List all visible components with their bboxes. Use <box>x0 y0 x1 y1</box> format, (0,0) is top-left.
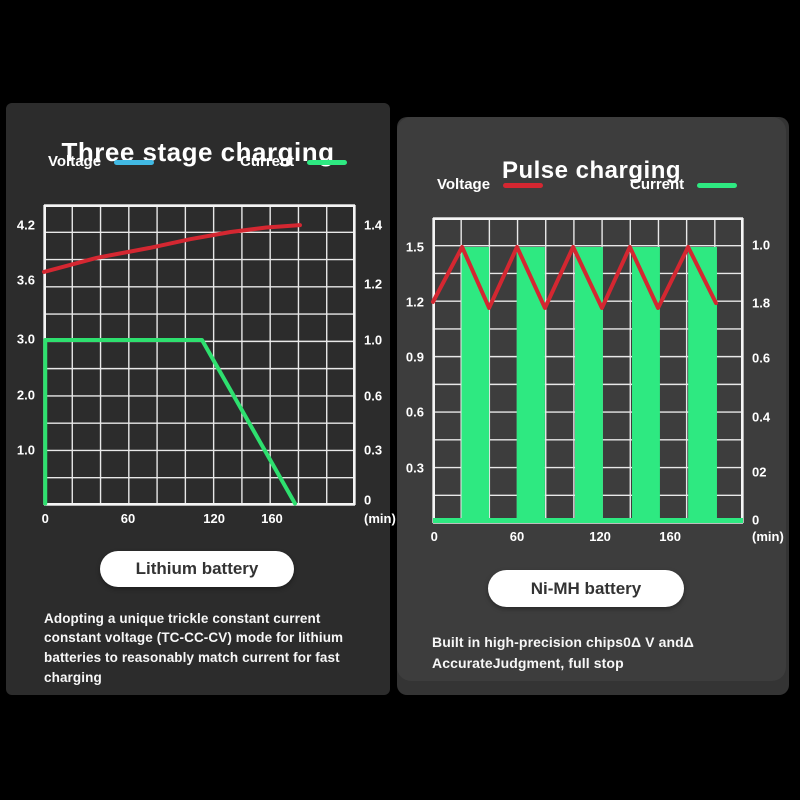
axis-tick-label: 2.0 <box>16 387 35 403</box>
axis-tick-label: (min) <box>752 529 784 544</box>
chart-plot-svg <box>42 204 356 506</box>
left-panel-three-stage-charging: Three stage charging Voltage Current 4.2… <box>6 103 396 695</box>
current-legend-label: Current <box>630 176 685 193</box>
lithium-battery-button-label: Lithium battery <box>135 559 259 578</box>
axis-tick-label: 1.2 <box>405 294 424 310</box>
right-legend-current: Current <box>630 176 738 193</box>
voltage-legend-label: Voltage <box>48 153 102 170</box>
axis-tick-label: 0.6 <box>752 350 771 366</box>
axis-tick-label: 1.0 <box>364 332 383 348</box>
axis-tick-label: 3.0 <box>16 331 35 347</box>
left-panel-description: Adopting a unique trickle constant curre… <box>44 610 344 686</box>
axis-tick-label: 1.8 <box>752 295 771 311</box>
nimh-battery-button-label: Ni-MH battery <box>530 578 642 598</box>
voltage-line-swatch <box>503 183 544 188</box>
pulse-charging-chart: 1.5 1.2 0.9 0.6 0.3 1.0 1.8 0.6 0.4 02 0 0 60 120 160 (… <box>406 217 784 543</box>
axis-tick-label: 120 <box>203 511 225 526</box>
current-legend-label: Current <box>240 153 295 170</box>
left-chart-title: Three stage charging <box>61 136 335 167</box>
axis-tick-label: 60 <box>509 529 525 544</box>
axis-tick-label: 0 <box>41 511 49 526</box>
lithium-battery-button[interactable]: Lithium battery <box>100 551 294 587</box>
axis-tick-label: 120 <box>589 529 611 544</box>
axis-tick-label: 0 <box>752 512 760 528</box>
axis-tick-label: 0.3 <box>364 442 383 458</box>
right-chart-title: Pulse charging <box>501 156 682 184</box>
axis-tick-label: 0.6 <box>364 388 383 404</box>
axis-tick-label: 1.4 <box>364 217 383 233</box>
left-legend-current: Current <box>240 153 348 170</box>
axis-tick-label: 1.0 <box>16 442 35 458</box>
axis-tick-label: 0.6 <box>405 404 424 420</box>
axis-tick-label: 0 <box>430 529 438 544</box>
axis-tick-label: 160 <box>261 511 283 526</box>
axis-tick-label: 0.4 <box>752 409 771 425</box>
axis-tick-label: 1.0 <box>752 237 771 253</box>
axis-tick-label: 0.9 <box>405 349 424 365</box>
nimh-battery-button[interactable]: Ni-MH battery <box>488 570 684 607</box>
right-legend-voltage: Voltage <box>437 176 544 193</box>
axis-tick-label: 02 <box>752 464 767 480</box>
axis-tick-label: 1.2 <box>364 276 383 292</box>
left-legend-voltage: Voltage <box>48 153 155 170</box>
axis-tick-label: 3.6 <box>16 272 35 288</box>
three-stage-charging-chart: 4.2 3.6 3.0 2.0 1.0 1.4 1.2 1.0 0.6 0.3 0 0 60 120 160… <box>17 204 396 525</box>
right-panel-description: Built in high-precision chips0Δ V andΔ A… <box>432 634 694 671</box>
axis-tick-label: (min) <box>364 511 396 526</box>
voltage-legend-label: Voltage <box>437 176 491 193</box>
right-panel-pulse-charging: Pulse charging Voltage Current 1.5 1.2 0.9… <box>397 117 786 681</box>
axis-tick-label: 160 <box>659 529 681 544</box>
chart-plot-svg <box>431 217 744 524</box>
current-line-swatch <box>697 183 738 188</box>
voltage-line-swatch <box>114 160 155 165</box>
axis-tick-label: 1.5 <box>405 239 424 255</box>
axis-tick-label: 0 <box>364 492 372 508</box>
current-line-swatch <box>307 160 348 165</box>
axis-tick-label: 4.2 <box>16 217 35 233</box>
axis-tick-label: 0.3 <box>405 460 424 476</box>
axis-tick-label: 60 <box>120 511 136 526</box>
